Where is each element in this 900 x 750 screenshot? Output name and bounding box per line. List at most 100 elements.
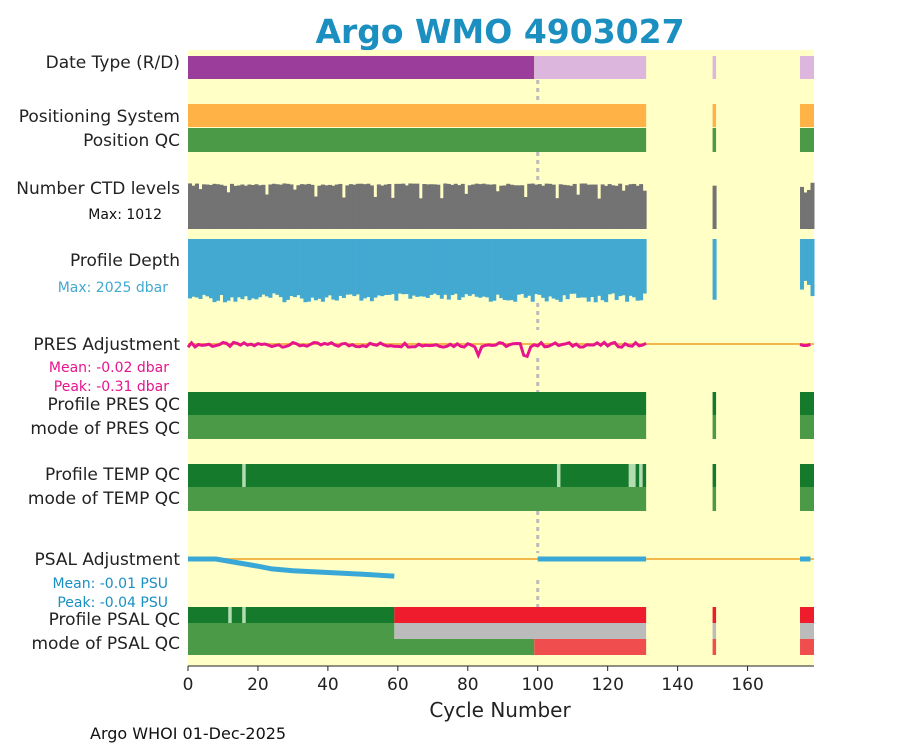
ctd-level-bar: [439, 198, 444, 229]
profile-depth-bar: [499, 239, 504, 299]
profile-depth-bar: [439, 239, 444, 299]
profile-depth-bar: [254, 239, 259, 300]
profile-depth-bar: [205, 239, 210, 297]
ctd-level-bar: [555, 198, 560, 229]
profile-depth-bar: [432, 239, 437, 294]
ctd-level-bar: [467, 185, 472, 229]
profile-depth-bar: [509, 239, 514, 301]
pres-adjustment-peak-label: Peak: -0.31 dbar: [54, 379, 169, 395]
ctd-level-bar: [194, 183, 199, 229]
profile-depth-bar: [296, 239, 301, 296]
x-axis-label: Cycle Number: [429, 698, 571, 722]
ctd-level-bar: [257, 185, 262, 229]
profile-depth-bar: [355, 239, 360, 295]
profile-psal-qc-segment: [394, 607, 647, 623]
profile-depth-bar: [324, 239, 329, 298]
profile-depth-bar: [642, 239, 647, 294]
profile-temp-qc-segment: [712, 464, 717, 487]
profile-depth-bar: [320, 239, 325, 302]
profile-depth-bar: [303, 239, 308, 303]
ctd-level-bar: [247, 184, 252, 229]
ctd-level-bar: [614, 185, 619, 229]
ctd-level-bar: [446, 183, 451, 229]
ctd-level-bar: [229, 183, 234, 229]
ctd-level-bar: [268, 184, 273, 229]
mode-pres-qc-segment: [800, 415, 814, 439]
ctd-level-bar: [611, 185, 616, 229]
ctd-level-bar: [590, 184, 595, 229]
ctd-level-bar: [320, 184, 325, 229]
profile-depth-bar: [460, 239, 465, 298]
x-tick-label: 60: [387, 675, 409, 695]
profile-depth-bar: [586, 239, 591, 302]
profile-psal-qc-row: [188, 607, 814, 623]
profile-depth-bar: [446, 239, 451, 300]
mode-temp-qc-segment: [800, 487, 814, 511]
profile-depth-bar: [366, 239, 371, 298]
ctd-level-bar: [618, 183, 623, 229]
psal-adjustment-line: [188, 556, 395, 579]
profile-depth-bar: [278, 239, 283, 298]
ctd-level-bar: [240, 184, 245, 229]
ctd-level-bar: [411, 183, 416, 229]
profile-depth-bar: [551, 239, 556, 299]
ctd-level-bar: [390, 197, 395, 229]
mode-psal-qc-segment: [800, 639, 814, 655]
ctd-level-bar: [313, 196, 318, 229]
ctd-level-bar: [565, 185, 570, 229]
profile-depth-bar: [408, 239, 413, 299]
mode-temp-qc-segment: [712, 487, 717, 511]
mode-psal-qc-label: mode of PSAL QC: [31, 634, 180, 654]
ctd-level-bar: [464, 193, 469, 229]
profile-depth-bar: [191, 239, 196, 297]
rows-layer: [186, 56, 815, 655]
ctd-level-bar: [625, 185, 630, 229]
ctd-level-bar: [401, 183, 406, 229]
ctd-level-bar: [327, 184, 332, 229]
profile-depth-bar: [506, 239, 511, 301]
ctd-level-bar: [506, 183, 511, 229]
profile-depth-bar: [275, 239, 280, 295]
ctd-level-bar: [544, 183, 549, 229]
ctd-level-bar: [432, 184, 437, 229]
mode-psal-qc-row: [188, 623, 814, 655]
profile-depth-bar: [415, 239, 420, 297]
profile-depth-bar: [247, 239, 252, 301]
profile-depth-bar: [800, 239, 805, 290]
ctd-level-bar: [296, 185, 301, 229]
profile-depth-bar: [282, 239, 287, 303]
ctd-level-bar: [600, 184, 605, 229]
ctd-level-bar: [488, 184, 493, 229]
mode-pres-qc-segment: [188, 415, 647, 439]
profile-depth-bar: [261, 239, 266, 295]
ctd-level-bar: [394, 183, 399, 229]
profile-depth-bar: [292, 239, 297, 298]
ctd-level-bar: [415, 183, 420, 229]
mode-temp-qc-label: mode of TEMP QC: [28, 489, 180, 509]
ctd-level-bar: [513, 185, 518, 229]
ctd-level-bar: [352, 184, 357, 229]
profile-depth-bar: [562, 239, 567, 296]
profile-depth-bar: [467, 239, 472, 296]
ctd-level-bar: [292, 189, 297, 229]
ctd-level-bar: [593, 184, 598, 229]
pres-adjustment-label: PRES Adjustment: [33, 335, 180, 355]
profile-depth-bar: [457, 239, 462, 300]
ctd-level-bar: [632, 183, 637, 229]
profile-depth-bar: [317, 239, 322, 299]
profile-depth-bar: [380, 239, 385, 297]
ctd-level-bar: [478, 184, 483, 229]
ctd-level-bar: [264, 194, 269, 229]
profile-depth-bar: [208, 239, 213, 299]
profile-depth-bar: [310, 239, 315, 298]
ctd-level-bar: [460, 183, 465, 229]
ctd-level-bar: [527, 183, 532, 229]
mode-psal-qc-segment: [800, 623, 814, 639]
ctd-level-bar: [422, 184, 427, 229]
ctd-level-bar: [373, 196, 378, 229]
ctd-level-bar: [418, 198, 423, 229]
profile-depth-bar: [541, 239, 546, 298]
ctd-level-bar: [250, 185, 255, 229]
profile-depth-bar: [565, 239, 570, 300]
ctd-level-bar: [495, 191, 500, 229]
